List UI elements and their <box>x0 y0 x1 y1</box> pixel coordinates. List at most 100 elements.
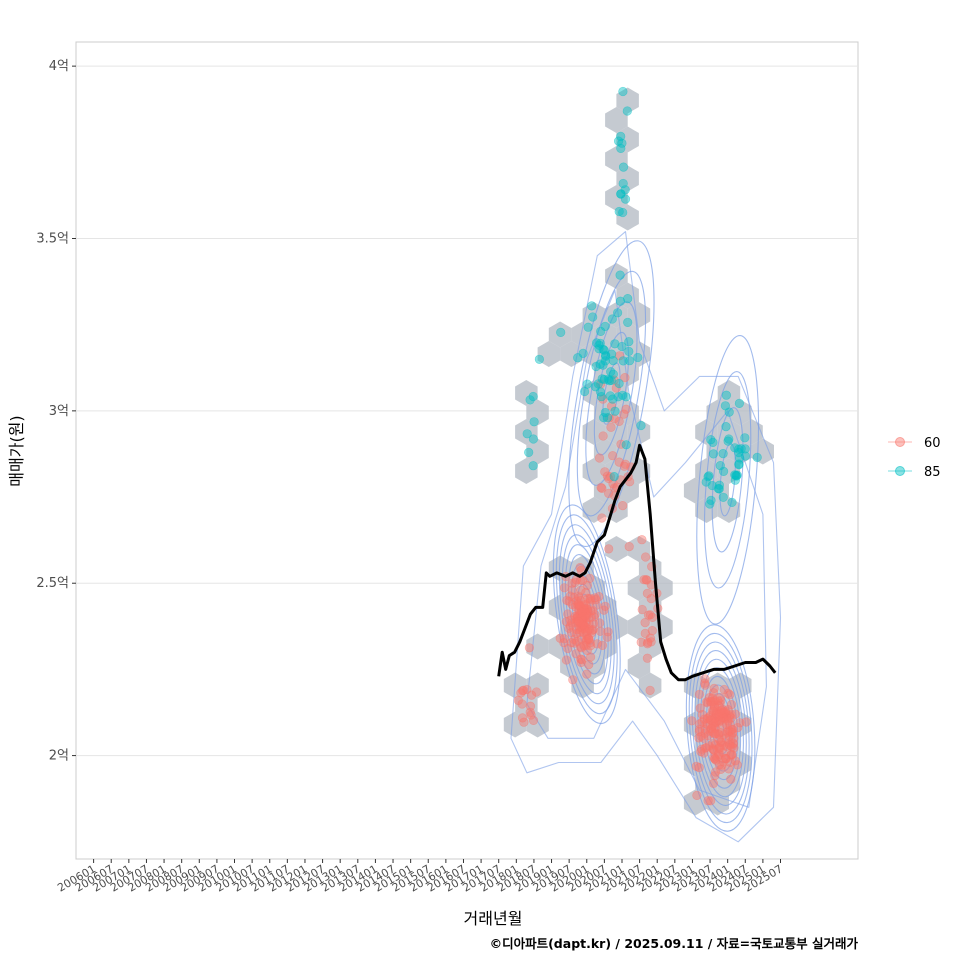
data-point-60 <box>604 473 614 484</box>
data-point-60 <box>579 640 589 651</box>
data-point-85 <box>591 338 602 348</box>
data-point-85 <box>618 356 628 366</box>
y-tick-label: 4억 <box>49 59 69 74</box>
data-point-85 <box>740 444 750 454</box>
data-point-85 <box>528 391 538 402</box>
data-point-60 <box>710 728 721 739</box>
data-point-85 <box>607 394 618 404</box>
data-point-60 <box>559 638 569 648</box>
data-point-60 <box>609 375 619 385</box>
data-point-60 <box>716 705 727 716</box>
data-point-60 <box>584 634 594 644</box>
hexbin-cell <box>616 87 639 114</box>
contour-line <box>510 231 782 843</box>
data-point-60 <box>582 669 592 679</box>
hexbin-cell <box>627 575 651 601</box>
hexbin-cell <box>638 672 662 699</box>
data-point-85 <box>701 477 711 487</box>
hexbin-cell <box>683 477 707 504</box>
data-point-85 <box>613 392 623 402</box>
data-point-85 <box>582 379 592 389</box>
data-point-60 <box>703 796 713 806</box>
data-point-60 <box>708 727 718 737</box>
data-point-85 <box>623 317 633 328</box>
data-point-85 <box>606 375 616 386</box>
data-point-85 <box>612 308 623 318</box>
data-point-60 <box>700 674 710 684</box>
contour-line <box>552 504 621 725</box>
data-point-85 <box>615 296 626 306</box>
data-point-60 <box>719 684 729 695</box>
data-point-85 <box>706 495 716 506</box>
data-point-85 <box>620 194 631 204</box>
hexbin-cell <box>560 341 583 367</box>
data-point-60 <box>587 625 597 636</box>
trend-line-layer <box>497 443 777 682</box>
data-point-85 <box>590 382 601 392</box>
hexbin-cell <box>605 263 628 289</box>
data-point-85 <box>606 349 617 359</box>
data-point-60 <box>699 733 709 743</box>
data-point-85 <box>583 322 593 332</box>
data-point-85 <box>607 314 617 324</box>
data-point-60 <box>518 685 529 695</box>
data-point-60 <box>516 688 526 698</box>
hexbin-cell <box>717 380 741 406</box>
hexbin-cell <box>515 458 538 484</box>
data-point-85 <box>718 492 728 502</box>
data-point-85 <box>727 497 737 508</box>
data-point-60 <box>705 692 715 703</box>
data-point-85 <box>591 361 601 372</box>
data-point-60 <box>606 422 616 432</box>
data-point-60 <box>597 640 608 651</box>
data-point-60 <box>576 654 586 664</box>
hexbin-cell <box>526 438 549 465</box>
hexbin-cell <box>537 341 561 367</box>
legend-label: 85 <box>924 465 941 480</box>
contour-line <box>688 632 753 824</box>
data-point-85 <box>752 452 762 463</box>
hexbin-cell <box>582 653 606 679</box>
data-point-85 <box>598 360 608 370</box>
data-point-60 <box>733 722 743 733</box>
hexbin-cell <box>740 419 763 445</box>
contour-line <box>711 407 744 553</box>
data-point-85 <box>730 470 740 480</box>
data-point-60 <box>620 373 630 383</box>
data-point-60 <box>517 699 527 709</box>
data-point-85 <box>622 106 632 116</box>
data-point-60 <box>568 675 578 685</box>
contour-line <box>719 443 736 517</box>
data-point-60 <box>727 742 737 752</box>
legend-label: 60 <box>924 436 941 451</box>
data-point-60 <box>710 754 720 764</box>
data-point-60 <box>602 471 613 481</box>
data-point-60 <box>606 401 617 411</box>
data-point-60 <box>637 604 647 615</box>
data-point-60 <box>571 629 581 639</box>
data-point-60 <box>708 778 719 789</box>
data-point-85 <box>599 413 609 423</box>
data-point-85 <box>594 344 604 354</box>
data-point-60 <box>611 383 621 393</box>
y-tick-label: 2억 <box>49 749 69 764</box>
data-point-85 <box>528 461 538 471</box>
data-point-60 <box>565 615 576 625</box>
data-point-60 <box>517 713 528 723</box>
legend-key-marker <box>895 466 905 476</box>
data-point-60 <box>624 541 634 552</box>
data-point-85 <box>534 354 545 364</box>
data-point-60 <box>702 713 713 724</box>
data-point-60 <box>735 718 745 728</box>
data-point-60 <box>694 762 704 773</box>
data-point-60 <box>687 716 697 726</box>
contour-line <box>685 624 756 832</box>
data-point-60 <box>642 653 653 663</box>
data-point-60 <box>574 617 584 627</box>
data-point-60 <box>561 655 572 665</box>
contour-line <box>526 289 767 808</box>
data-point-60 <box>707 693 718 703</box>
data-point-60 <box>567 637 577 648</box>
contour-line <box>691 641 750 815</box>
